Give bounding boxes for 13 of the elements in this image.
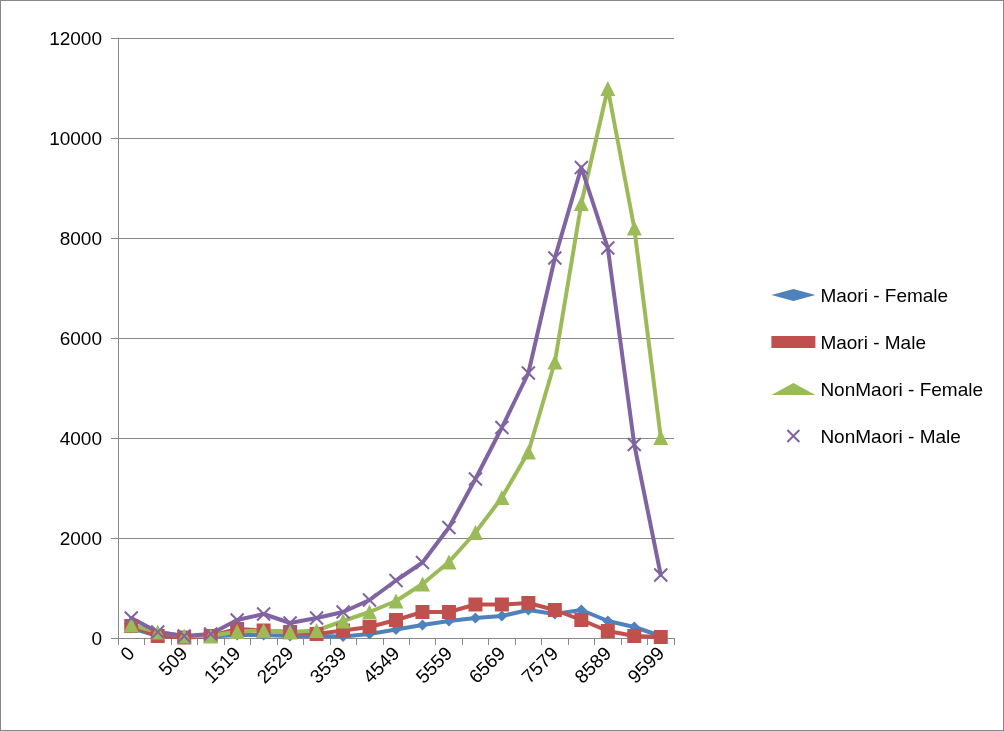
x-tick-label: 509 bbox=[154, 642, 192, 680]
legend-label: Maori - Male bbox=[820, 331, 926, 353]
y-tick-label: 2000 bbox=[59, 527, 102, 549]
y-tick-label: 0 bbox=[91, 627, 102, 649]
legend-label: NonMaori - Male bbox=[820, 425, 961, 447]
y-tick-label: 12000 bbox=[49, 27, 102, 49]
y-tick-label: 6000 bbox=[59, 327, 102, 349]
y-tick-label: 8000 bbox=[59, 227, 102, 249]
legend-label: Maori - Female bbox=[820, 284, 949, 306]
y-tick-label: 10000 bbox=[49, 127, 102, 149]
legend-label: NonMaori - Female bbox=[820, 378, 984, 400]
y-tick-label: 4000 bbox=[59, 427, 102, 449]
x-tick-label: 0 bbox=[116, 642, 139, 665]
